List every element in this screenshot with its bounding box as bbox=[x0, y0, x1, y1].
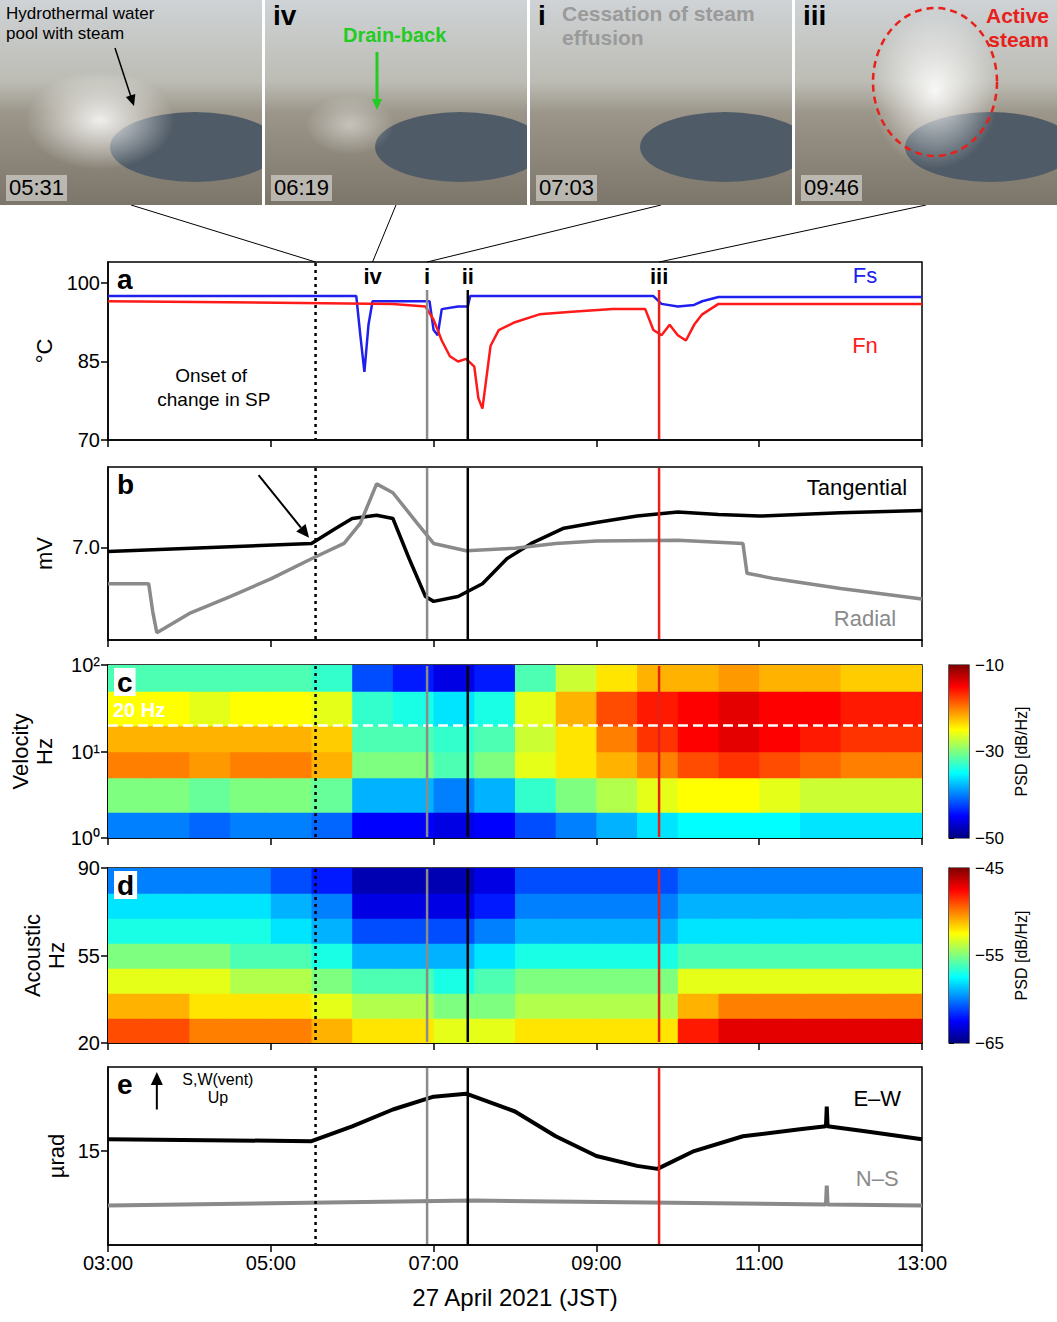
html-text:iii: iii bbox=[803, 0, 827, 31]
svg-text:70: 70 bbox=[78, 429, 100, 451]
svg-text:Velocity: Velocity bbox=[8, 714, 33, 790]
svg-text:Fn: Fn bbox=[852, 333, 878, 358]
svg-text:Fs: Fs bbox=[853, 263, 877, 288]
svg-text:change in SP: change in SP bbox=[157, 389, 270, 410]
svg-text:100: 100 bbox=[67, 272, 100, 294]
svg-text:07:00: 07:00 bbox=[409, 1252, 459, 1274]
svg-text:7.0: 7.0 bbox=[72, 536, 100, 558]
html-text:05:31: 05:31 bbox=[9, 175, 65, 200]
svg-text:13:00: 13:00 bbox=[897, 1252, 947, 1274]
svg-text:iv: iv bbox=[363, 264, 382, 289]
svg-text:Up: Up bbox=[208, 1089, 229, 1106]
svg-text:10¹: 10¹ bbox=[71, 741, 100, 763]
svg-text:S,W(vent): S,W(vent) bbox=[182, 1071, 253, 1088]
svg-text:Hz: Hz bbox=[32, 738, 57, 765]
svg-text:−50: −50 bbox=[975, 829, 1004, 848]
svg-text:27 April 2021 (JST): 27 April 2021 (JST) bbox=[412, 1284, 617, 1311]
svg-text:E–W: E–W bbox=[853, 1086, 901, 1111]
svg-text:09:00: 09:00 bbox=[571, 1252, 621, 1274]
svg-text:85: 85 bbox=[78, 350, 100, 372]
svg-text:c: c bbox=[117, 667, 133, 698]
html-text:Active steam: Active steam bbox=[986, 4, 1049, 51]
svg-text:N–S: N–S bbox=[856, 1166, 899, 1191]
svg-text:ii: ii bbox=[462, 264, 474, 289]
svg-text:90: 90 bbox=[78, 857, 100, 879]
svg-text:55: 55 bbox=[78, 945, 100, 967]
html-text:Hydrothermal water pool with s: Hydrothermal water pool with steam bbox=[6, 4, 155, 43]
svg-text:−55: −55 bbox=[975, 946, 1004, 965]
svg-text:a: a bbox=[117, 264, 133, 295]
svg-text:Hz: Hz bbox=[44, 942, 69, 969]
svg-text:10⁰: 10⁰ bbox=[71, 827, 100, 849]
html-text:09:46: 09:46 bbox=[804, 175, 860, 200]
svg-text:mV: mV bbox=[32, 537, 57, 570]
html-text:iv: iv bbox=[273, 0, 297, 31]
svg-text:10²: 10² bbox=[71, 654, 100, 676]
svg-text:Tangential: Tangential bbox=[807, 475, 907, 500]
svg-text:03:00: 03:00 bbox=[83, 1252, 133, 1274]
html-text:i: i bbox=[538, 0, 546, 31]
html-text:Drain-back: Drain-back bbox=[343, 24, 447, 46]
svg-text:20 Hz: 20 Hz bbox=[113, 699, 165, 721]
svg-text:PSD [dB/Hz]: PSD [dB/Hz] bbox=[1013, 707, 1030, 797]
svg-text:e: e bbox=[117, 1069, 133, 1100]
svg-text:−10: −10 bbox=[975, 656, 1004, 675]
html-text:06:19: 06:19 bbox=[274, 175, 330, 200]
svg-text:05:00: 05:00 bbox=[246, 1252, 296, 1274]
svg-text:b: b bbox=[117, 469, 134, 500]
svg-text:15: 15 bbox=[78, 1140, 100, 1162]
svg-text:−45: −45 bbox=[975, 859, 1004, 878]
svg-text:Acoustic: Acoustic bbox=[20, 914, 45, 997]
svg-text:iii: iii bbox=[650, 264, 668, 289]
html-text:Cessation of steam effusion: Cessation of steam effusion bbox=[562, 2, 755, 49]
html-text:07:03: 07:03 bbox=[539, 175, 595, 200]
svg-text:20: 20 bbox=[78, 1032, 100, 1054]
svg-text:11:00: 11:00 bbox=[735, 1252, 784, 1274]
svg-text:−65: −65 bbox=[975, 1034, 1004, 1053]
svg-text:µrad: µrad bbox=[44, 1134, 69, 1178]
svg-text:Radial: Radial bbox=[834, 606, 896, 631]
svg-text:PSD [dB/Hz]: PSD [dB/Hz] bbox=[1013, 911, 1030, 1001]
svg-text:°C: °C bbox=[32, 339, 57, 364]
svg-text:Onset of: Onset of bbox=[175, 365, 252, 386]
svg-text:d: d bbox=[117, 870, 134, 901]
svg-text:−30: −30 bbox=[975, 742, 1004, 761]
svg-text:i: i bbox=[424, 264, 430, 289]
